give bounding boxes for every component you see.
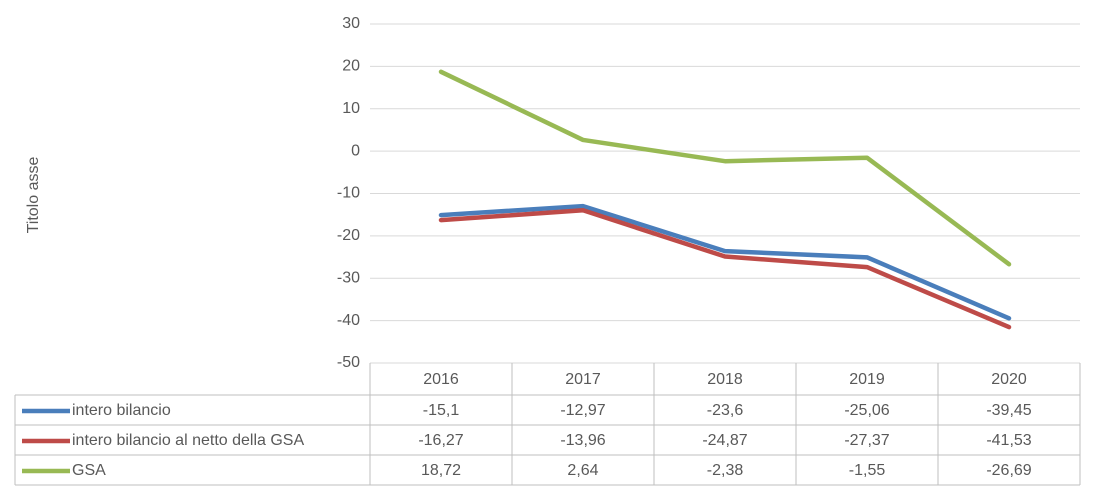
table-value: -2,38 xyxy=(707,462,744,479)
x-tick-label: 2018 xyxy=(707,371,743,388)
table-value: -16,27 xyxy=(418,432,463,449)
x-tick-label: 2019 xyxy=(849,371,885,388)
table-value: -12,97 xyxy=(560,402,605,419)
table-value: -39,45 xyxy=(986,402,1031,419)
series-line xyxy=(438,69,1012,267)
x-tick-label: 2017 xyxy=(565,371,601,388)
x-tick-label: 2016 xyxy=(423,371,459,388)
legend-label: intero bilancio xyxy=(72,402,171,419)
y-tick-label: 10 xyxy=(342,100,360,117)
series-line xyxy=(438,208,1012,330)
y-tick-label: 30 xyxy=(342,15,360,32)
y-tick-label: -30 xyxy=(337,269,360,286)
table-value: -26,69 xyxy=(986,462,1031,479)
x-tick-label: 2020 xyxy=(991,371,1027,388)
table-value: -41,53 xyxy=(986,432,1031,449)
y-tick-label: -20 xyxy=(337,227,360,244)
table-value: -1,55 xyxy=(849,462,886,479)
y-tick-label: 20 xyxy=(342,58,360,75)
legend-label: GSA xyxy=(72,462,106,479)
y-tick-label: 0 xyxy=(351,142,360,159)
legend-label: intero bilancio al netto della GSA xyxy=(72,432,304,449)
table-value: -13,96 xyxy=(560,432,605,449)
y-tick-label: -10 xyxy=(337,185,360,202)
table-value: -25,06 xyxy=(844,402,889,419)
table-value: -27,37 xyxy=(844,432,889,449)
series-line xyxy=(438,203,1012,321)
y-tick-label: -50 xyxy=(337,354,360,371)
table-value: -15,1 xyxy=(423,402,460,419)
table-value: 18,72 xyxy=(421,462,461,479)
y-tick-label: -40 xyxy=(337,312,360,329)
table-value: -24,87 xyxy=(702,432,747,449)
y-axis-title: Titolo asse xyxy=(25,157,42,234)
table-value: 2,64 xyxy=(567,462,598,479)
table-value: -23,6 xyxy=(707,402,744,419)
